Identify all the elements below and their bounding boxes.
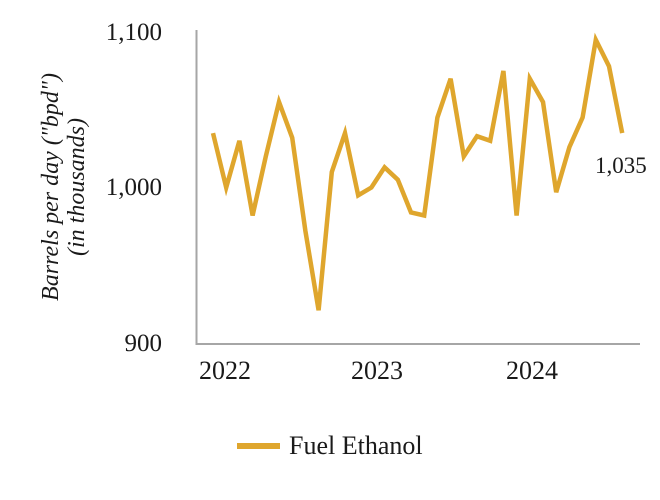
x-tick-2022: 2022 (199, 356, 251, 385)
y-tick-900: 900 (124, 330, 163, 357)
x-tick-2023: 2023 (351, 356, 403, 385)
y-tick-1100: 1,100 (105, 19, 162, 46)
y-tick-1000: 1,000 (105, 174, 162, 201)
legend: Fuel Ethanol (237, 432, 423, 460)
legend-series-label: Fuel Ethanol (289, 431, 423, 460)
last-point-value-label: 1,035 (595, 153, 647, 178)
legend-line-swatch (237, 443, 280, 449)
fuel-ethanol-line (210, 32, 625, 311)
x-tick-2024: 2024 (506, 356, 558, 385)
